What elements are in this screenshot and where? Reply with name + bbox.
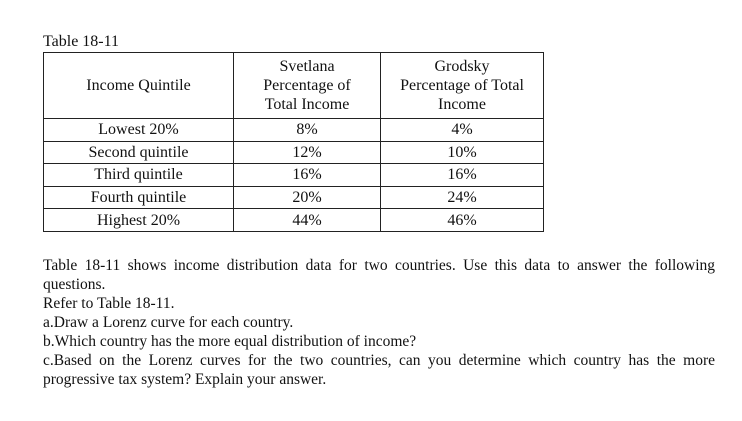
table-row: Lowest 20% 8% 4%	[43, 118, 544, 142]
svetlana-cell: 16%	[233, 163, 381, 187]
header-svetlana: Svetlana Percentage of Total Income	[233, 52, 381, 119]
table-row: Highest 20% 44% 46%	[43, 208, 544, 232]
header-svetlana-line-1: Svetlana	[279, 58, 335, 75]
quintile-cell: Fourth quintile	[43, 185, 234, 210]
question-c: c.Based on the Lorenz curves for the two…	[43, 352, 715, 388]
quintile-cell: Third quintile	[43, 163, 234, 187]
table-caption: Table 18-11	[43, 33, 120, 50]
svetlana-cell: 44%	[233, 208, 381, 232]
grodsky-cell: 10%	[380, 140, 544, 165]
header-svetlana-line-3: Total Income	[264, 96, 350, 113]
question-b: b.Which country has the more equal distr…	[43, 333, 417, 350]
table-row: Fourth quintile 20% 24%	[43, 185, 544, 210]
quintile-cell: Highest 20%	[43, 208, 234, 232]
grodsky-cell: 24%	[380, 185, 544, 210]
income-distribution-table: Income Quintile Svetlana Percentage of T…	[43, 52, 544, 232]
header-grodsky-line-2: Percentage of Total	[400, 77, 524, 94]
header-grodsky-line-3: Income	[438, 96, 486, 113]
svetlana-cell: 8%	[233, 118, 381, 142]
table-header-row: Income Quintile Svetlana Percentage of T…	[43, 52, 544, 119]
table-row: Second quintile 12% 10%	[43, 140, 544, 165]
grodsky-cell: 16%	[380, 163, 544, 187]
header-income-quintile: Income Quintile	[43, 52, 234, 119]
intro-text: Table 18-11 shows income distribution da…	[43, 257, 715, 293]
quintile-cell: Lowest 20%	[43, 118, 234, 142]
header-grodsky-line-1: Grodsky	[434, 58, 490, 75]
question-a: a.Draw a Lorenz curve for each country.	[43, 314, 294, 331]
svetlana-cell: 20%	[233, 185, 381, 210]
svetlana-cell: 12%	[233, 140, 381, 165]
refer-text: Refer to Table 18-11.	[43, 295, 175, 312]
grodsky-cell: 46%	[380, 208, 544, 232]
grodsky-cell: 4%	[380, 118, 544, 142]
header-svetlana-line-2: Percentage of	[263, 77, 351, 94]
table-row: Third quintile 16% 16%	[43, 163, 544, 187]
quintile-cell: Second quintile	[43, 140, 234, 165]
header-grodsky: Grodsky Percentage of Total Income	[380, 52, 544, 119]
questions-block: Table 18-11 shows income distribution da…	[43, 256, 715, 389]
